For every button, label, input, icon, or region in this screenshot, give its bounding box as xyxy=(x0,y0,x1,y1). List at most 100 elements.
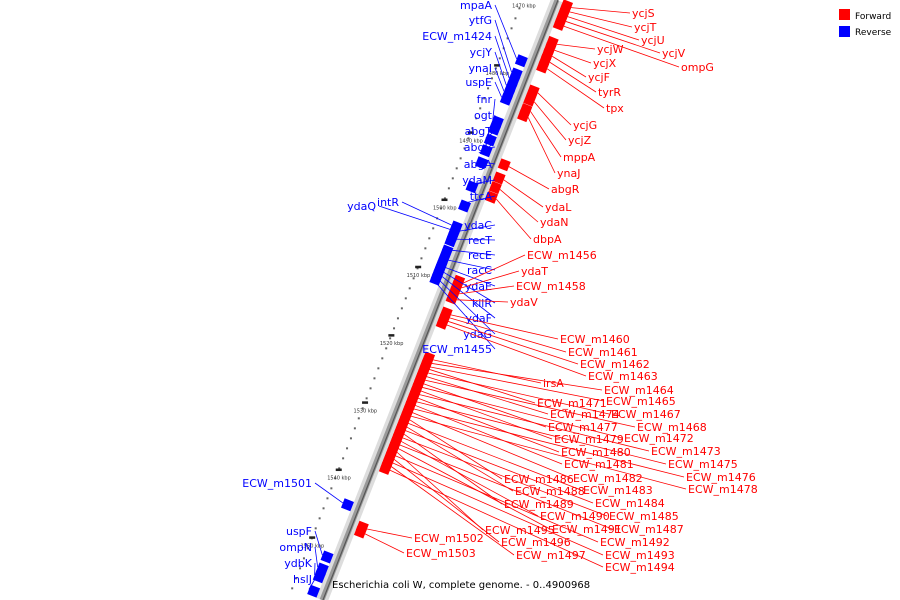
forward-gene-label[interactable]: dbpA xyxy=(533,233,562,246)
reverse-gene-label[interactable]: hslJ xyxy=(293,573,312,586)
forward-gene-label[interactable]: ECW_m1493 xyxy=(605,549,675,562)
forward-gene-label[interactable]: ECW_m1461 xyxy=(568,346,638,359)
forward-gene-block[interactable] xyxy=(517,109,531,123)
forward-gene-block[interactable] xyxy=(488,181,502,195)
forward-gene-label[interactable]: ydaT xyxy=(521,265,548,278)
reverse-gene-label[interactable]: ECW_m1501 xyxy=(242,477,312,490)
reverse-gene-label[interactable]: ECW_m1424 xyxy=(422,30,492,43)
forward-gene-label[interactable]: ECW_m1462 xyxy=(580,358,650,371)
forward-gene-block[interactable] xyxy=(435,316,449,330)
reverse-gene-block[interactable] xyxy=(458,199,471,213)
reverse-gene-label[interactable]: ECW_m1455 xyxy=(422,343,492,356)
reverse-gene-label[interactable]: uspE xyxy=(465,76,492,89)
forward-gene-label[interactable]: ECW_m1487 xyxy=(614,523,684,536)
forward-gene-label[interactable]: ECW_m1485 xyxy=(609,510,679,523)
reverse-gene-block[interactable] xyxy=(499,92,513,106)
forward-gene-label[interactable]: ECW_m1456 xyxy=(527,249,597,262)
forward-gene-label[interactable]: ECW_m1488 xyxy=(515,485,585,498)
forward-gene-label[interactable]: ompG xyxy=(681,61,714,74)
forward-gene-label[interactable]: ECW_m1496 xyxy=(501,536,571,549)
forward-gene-block[interactable] xyxy=(523,93,537,107)
forward-gene-label[interactable]: ECW_m1460 xyxy=(560,333,630,346)
reverse-gene-label[interactable]: ydaC xyxy=(464,219,492,232)
forward-gene-label[interactable]: ECW_m1468 xyxy=(637,421,707,434)
forward-gene-label[interactable]: ECW_m1479 xyxy=(554,433,624,446)
reverse-gene-label[interactable]: intR xyxy=(377,196,399,209)
forward-gene-label[interactable]: ECW_m1484 xyxy=(595,497,665,510)
forward-gene-label[interactable]: ECW_m1489 xyxy=(504,498,574,511)
forward-gene-label[interactable]: ycjS xyxy=(632,7,655,20)
forward-gene-label[interactable]: ydaN xyxy=(540,216,568,229)
reverse-gene-block[interactable] xyxy=(444,234,458,248)
reverse-gene-label[interactable]: ycjY xyxy=(470,46,493,59)
forward-gene-label[interactable]: ECW_m1480 xyxy=(561,446,631,459)
reverse-gene-label[interactable]: recT xyxy=(468,234,492,247)
reverse-gene-label[interactable]: ydbK xyxy=(284,557,312,570)
forward-gene-label[interactable]: ECW_m1491 xyxy=(552,523,622,536)
forward-gene-label[interactable]: ECW_m1495 xyxy=(485,524,555,537)
forward-gene-block[interactable] xyxy=(485,190,499,204)
reverse-gene-label[interactable]: ttcA xyxy=(470,190,493,203)
forward-gene-label[interactable]: abgR xyxy=(551,183,580,196)
forward-gene-block[interactable] xyxy=(526,84,540,98)
forward-gene-label[interactable]: ycjU xyxy=(641,34,665,47)
forward-gene-label[interactable]: ycjV xyxy=(662,47,686,60)
forward-gene-label[interactable]: ynaJ xyxy=(557,167,580,180)
forward-gene-label[interactable]: ECW_m1483 xyxy=(583,484,653,497)
reverse-gene-block[interactable] xyxy=(429,272,443,286)
forward-gene-label[interactable]: ycjW xyxy=(597,43,624,56)
reverse-gene-label[interactable]: racC xyxy=(467,264,492,277)
forward-gene-label[interactable]: ECW_m1476 xyxy=(686,471,756,484)
forward-gene-label[interactable]: tpx xyxy=(606,102,624,115)
reverse-gene-block[interactable] xyxy=(320,550,334,564)
reverse-gene-label[interactable]: fnr xyxy=(477,93,493,106)
reverse-gene-label[interactable]: abgB xyxy=(464,141,492,154)
reverse-gene-label[interactable]: abgA xyxy=(464,158,493,171)
forward-gene-block[interactable] xyxy=(353,525,367,539)
forward-gene-label[interactable]: ycjZ xyxy=(568,134,592,147)
reverse-gene-label[interactable]: ompN xyxy=(279,541,312,554)
reverse-gene-label[interactable]: ogt xyxy=(474,109,493,122)
forward-gene-label[interactable]: ECW_m1497 xyxy=(516,549,586,562)
forward-gene-label[interactable]: ECW_m1473 xyxy=(651,445,721,458)
forward-gene-label[interactable]: ycjF xyxy=(588,71,610,84)
reverse-gene-label[interactable]: mpaA xyxy=(460,0,492,12)
reverse-gene-block[interactable] xyxy=(514,54,528,68)
forward-gene-label[interactable]: ECW_m1465 xyxy=(606,395,676,408)
reverse-gene-block[interactable] xyxy=(474,156,488,170)
forward-gene-label[interactable]: ECW_m1503 xyxy=(406,547,476,560)
forward-gene-label[interactable]: mppA xyxy=(563,151,596,164)
forward-gene-label[interactable]: ECW_m1481 xyxy=(564,458,634,471)
reverse-gene-label[interactable]: ydaM xyxy=(462,174,492,187)
reverse-gene-block[interactable] xyxy=(340,498,354,512)
forward-gene-label[interactable]: ECW_m1474 xyxy=(550,408,620,421)
forward-gene-label[interactable]: ECW_m1490 xyxy=(540,510,610,523)
reverse-gene-label[interactable]: ytfG xyxy=(469,14,492,27)
reverse-gene-label[interactable]: abgT xyxy=(465,125,493,138)
forward-gene-label[interactable]: ECW_m1502 xyxy=(414,532,484,545)
forward-gene-label[interactable]: ECW_m1467 xyxy=(611,408,681,421)
forward-gene-block[interactable] xyxy=(536,60,550,74)
forward-gene-block[interactable] xyxy=(497,158,511,172)
forward-gene-label[interactable]: ECW_m1482 xyxy=(573,472,643,485)
reverse-gene-block[interactable] xyxy=(307,584,321,598)
forward-gene-label[interactable]: tyrR xyxy=(598,86,621,99)
forward-gene-label[interactable]: ECW_m1478 xyxy=(688,483,758,496)
forward-gene-block[interactable] xyxy=(445,291,459,305)
forward-gene-label[interactable]: ECW_m1464 xyxy=(604,384,674,397)
forward-gene-label[interactable]: ECW_m1475 xyxy=(668,458,738,471)
reverse-gene-block[interactable] xyxy=(440,244,454,258)
forward-gene-label[interactable]: ECW_m1463 xyxy=(588,370,658,383)
forward-gene-label[interactable]: ydaV xyxy=(510,296,538,309)
forward-gene-label[interactable]: ECW_m1494 xyxy=(605,561,675,574)
reverse-gene-block[interactable] xyxy=(312,570,326,584)
forward-gene-label[interactable]: ECW_m1471 xyxy=(537,397,607,410)
forward-gene-label[interactable]: ycjT xyxy=(634,21,657,34)
forward-gene-label[interactable]: ECW_m1486 xyxy=(504,473,574,486)
reverse-gene-label[interactable]: recE xyxy=(468,249,492,262)
forward-gene-label[interactable]: ycjG xyxy=(573,119,597,132)
forward-gene-block[interactable] xyxy=(492,171,506,185)
forward-gene-label[interactable]: ECW_m1472 xyxy=(624,432,694,445)
forward-gene-label[interactable]: ECW_m1492 xyxy=(600,536,670,549)
forward-gene-block[interactable] xyxy=(378,461,392,475)
